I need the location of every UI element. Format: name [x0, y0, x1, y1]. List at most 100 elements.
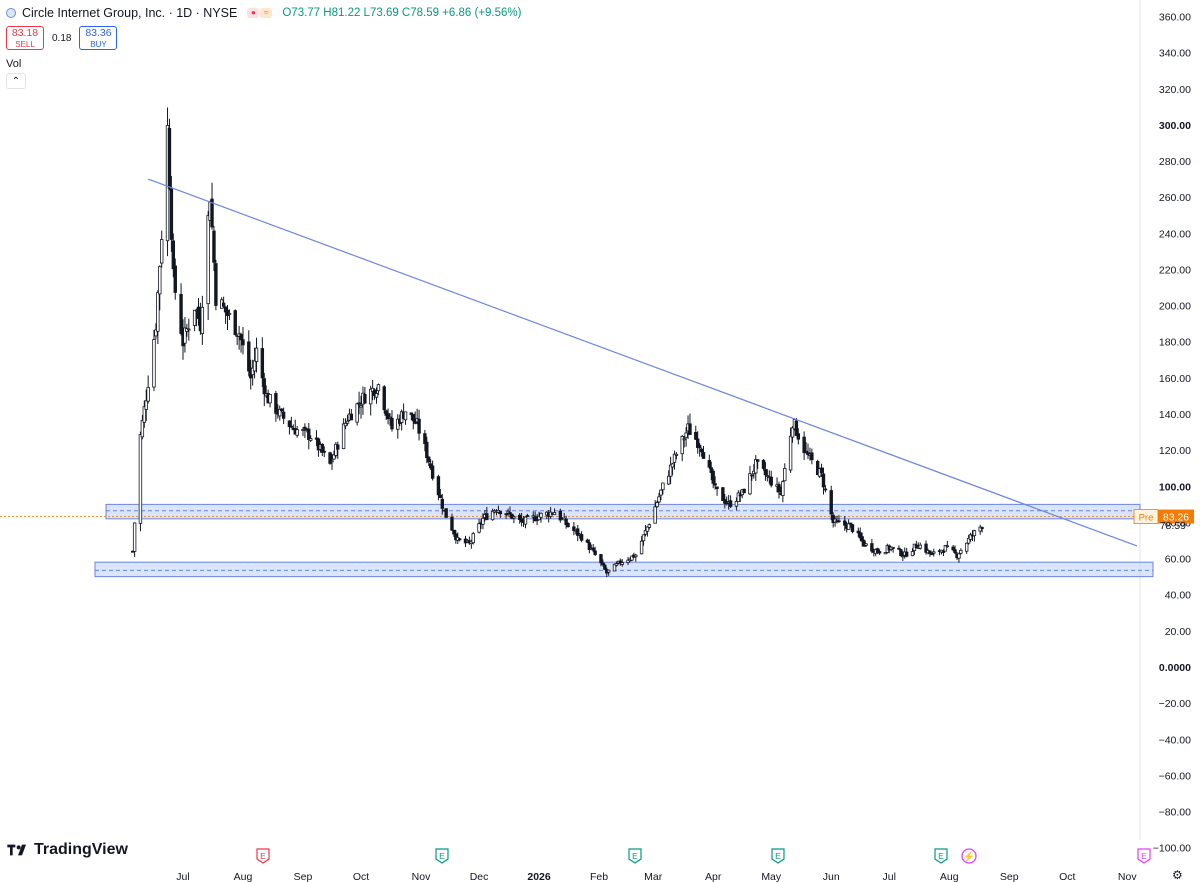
candle-body [368, 388, 373, 405]
candle-body [620, 562, 624, 565]
symbol-title[interactable]: Circle Internet Group, Inc. · 1D · NYSE [22, 6, 238, 20]
candle-body [363, 393, 367, 404]
candle-body [382, 386, 386, 411]
candle-body [641, 534, 646, 542]
candle-body [386, 413, 390, 420]
candle-body [696, 438, 700, 448]
candle-body [477, 523, 481, 533]
candle-body [815, 460, 820, 476]
flags: ● ≈ [247, 8, 273, 18]
candle-body [252, 360, 257, 372]
earnings-icon[interactable] [934, 848, 948, 864]
candle-body [450, 516, 454, 531]
candle-body [666, 475, 671, 485]
candle-body [736, 492, 741, 502]
candle-body [585, 539, 590, 543]
earnings-icon[interactable] [435, 848, 449, 864]
flag-icon[interactable]: ≈ [260, 8, 273, 18]
earnings-icon[interactable] [1137, 848, 1151, 864]
earnings-icon[interactable] [771, 848, 785, 864]
flag-icon[interactable]: ● [247, 8, 260, 18]
candle-body [307, 428, 311, 440]
candle-body [564, 518, 568, 526]
buy-label: BUY [90, 40, 107, 49]
chevron-up-icon[interactable]: ⌃ [6, 73, 26, 89]
candle-body [723, 499, 727, 504]
price-zone[interactable] [94, 561, 1154, 578]
candle-body [918, 544, 922, 549]
candle-body [328, 452, 332, 464]
candle-body [959, 549, 963, 554]
candle-body [699, 448, 704, 453]
candle-body [403, 411, 408, 421]
candle-body [819, 467, 824, 474]
x-tick-label: Apr [705, 871, 722, 882]
candle-body [951, 546, 955, 551]
candle-body [268, 393, 272, 404]
candle-body [417, 418, 421, 434]
candle-body [858, 532, 862, 539]
tradingview-logo[interactable]: TradingView [6, 841, 128, 859]
candle-body [558, 510, 563, 521]
candle-body [788, 435, 793, 471]
x-tick-label: Sep [294, 871, 313, 882]
candle-body [680, 435, 684, 455]
candle-body [384, 410, 388, 416]
candle-body [200, 306, 205, 334]
y-tick-label: 220.00 [1159, 264, 1191, 276]
x-tick-label: Feb [590, 871, 608, 882]
y-tick-label: 340.00 [1159, 48, 1191, 60]
candle-body [777, 484, 781, 493]
candle-body [144, 400, 148, 410]
candle-body [612, 563, 617, 572]
earnings-glyph: E [439, 851, 445, 861]
candle-body [599, 554, 603, 564]
candle-body [932, 551, 936, 554]
buy-price: 83.36 [85, 27, 112, 39]
y-tick-label: 240.00 [1159, 228, 1191, 240]
candle-body [823, 488, 828, 491]
candle-body [221, 302, 226, 307]
earnings-icon[interactable] [628, 848, 642, 864]
candle-body [870, 543, 874, 552]
candle-body [438, 494, 443, 498]
candle-body [670, 463, 675, 468]
candle-body [334, 443, 338, 456]
y-tick-label: 140.00 [1159, 409, 1191, 421]
y-tick-label: 60.00 [1165, 554, 1191, 566]
earnings-icon[interactable] [256, 848, 270, 864]
candle-body [278, 409, 282, 417]
candle-body [357, 402, 361, 405]
candle-body [618, 560, 623, 564]
candle-body [171, 240, 176, 270]
candle-body [537, 515, 541, 521]
candle-body [345, 420, 350, 424]
candle-body [591, 547, 595, 551]
spread-value: 0.18 [52, 32, 72, 44]
bolt-glyph: ⚡ [963, 850, 975, 863]
candle-body [810, 452, 814, 461]
candle-body [140, 419, 145, 438]
trendline[interactable] [147, 178, 1138, 547]
candle-body [643, 529, 648, 535]
candle-body [146, 387, 150, 402]
candle-body [945, 545, 950, 548]
candle-body [877, 551, 882, 554]
candle-body [206, 215, 210, 305]
buy-button[interactable]: 83.36 BUY [79, 26, 118, 50]
candle-body [763, 469, 768, 476]
candle-body [924, 543, 928, 553]
candle-body [754, 459, 758, 474]
sell-button[interactable]: 83.18 SELL [6, 26, 44, 50]
candle-body [647, 524, 652, 528]
x-tick-label: May [761, 871, 782, 882]
pre-market-price-box [1158, 509, 1194, 524]
candle-body [750, 474, 754, 477]
candle-body [790, 427, 795, 438]
bolt-icon[interactable] [961, 848, 977, 864]
gear-icon[interactable]: ⚙ [1172, 868, 1183, 882]
candle-body [436, 476, 441, 496]
candle-body [709, 467, 713, 473]
candle-body [972, 530, 977, 537]
